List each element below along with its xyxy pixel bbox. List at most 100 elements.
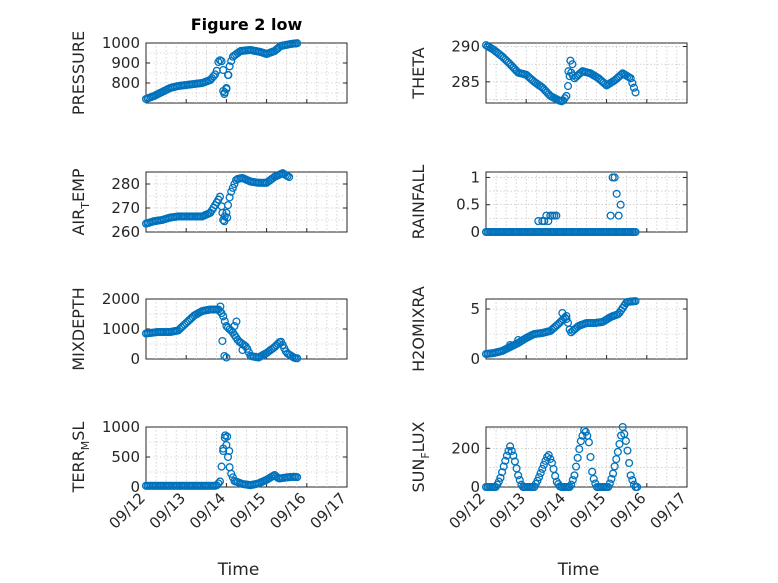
data-point xyxy=(293,473,302,482)
data-point xyxy=(586,452,595,462)
data-point xyxy=(542,211,551,220)
data-point xyxy=(228,183,237,192)
data-point xyxy=(498,468,507,477)
y-axis-label: H2OMIXRA xyxy=(409,286,428,372)
data-point xyxy=(514,471,523,480)
data-point xyxy=(501,456,510,465)
x-tick-label: 09/14 xyxy=(526,489,569,532)
data-point xyxy=(218,336,227,346)
y-tick-label: 0 xyxy=(470,350,480,368)
subplot-air_temp: 260 270 280 AIRTEMP xyxy=(69,168,348,241)
y-axis-label-subscript: M xyxy=(79,441,92,451)
data-point xyxy=(610,462,619,471)
data-point xyxy=(606,211,615,220)
data-point xyxy=(610,173,619,182)
x-tick-label: 09/12 xyxy=(106,489,149,532)
data-point xyxy=(222,84,231,94)
data-point xyxy=(225,446,234,456)
data-point xyxy=(576,437,585,446)
data-point xyxy=(614,211,623,220)
y-axis-label: PRESSURE xyxy=(69,31,88,115)
axes-box xyxy=(145,426,348,488)
data-point xyxy=(515,475,524,485)
data-point xyxy=(568,475,577,485)
data-point xyxy=(621,436,630,445)
data-point xyxy=(631,297,640,306)
x-tick-label: 09/16 xyxy=(266,489,309,532)
y-tick-label: 1 xyxy=(470,168,480,186)
data-series xyxy=(141,39,302,104)
x-tick-label: 09/14 xyxy=(186,489,229,532)
x-axis-label: Time xyxy=(217,560,260,580)
x-tick-label: 09/15 xyxy=(566,489,609,532)
data-series xyxy=(141,169,294,228)
y-tick-label: 800 xyxy=(111,74,140,92)
y-axis-label: RAINFALL xyxy=(409,165,428,240)
data-point xyxy=(219,312,228,321)
data-point xyxy=(535,473,544,482)
data-point xyxy=(222,353,231,362)
data-point xyxy=(570,471,579,480)
data-point xyxy=(499,462,508,471)
data-point xyxy=(293,39,302,48)
y-axis-label-main: SUN xyxy=(409,459,428,493)
data-point xyxy=(540,217,549,226)
data-point xyxy=(222,208,231,217)
y-axis-label-subscript: F xyxy=(419,452,432,458)
data-point xyxy=(215,477,225,486)
data-point xyxy=(633,482,642,492)
data-point xyxy=(496,473,505,482)
data-point xyxy=(223,201,233,210)
data-point xyxy=(589,474,598,483)
y-tick-label: 500 xyxy=(111,448,140,466)
axes-box xyxy=(485,298,688,360)
data-point xyxy=(628,475,637,485)
data-point xyxy=(625,458,634,468)
data-point xyxy=(223,213,232,222)
data-point xyxy=(507,446,516,456)
chart-title: Figure 2 low xyxy=(191,15,303,34)
data-point xyxy=(506,340,515,350)
data-point xyxy=(562,314,571,324)
x-tick-label: 09/15 xyxy=(226,489,269,532)
subplot-mixdepth: 0 1000 2000 MIXDEPTH xyxy=(69,287,348,371)
y-axis-label-main: AIR xyxy=(69,209,88,236)
y-tick-label: 5 xyxy=(470,300,480,318)
x-axis-label: Time xyxy=(557,560,600,580)
data-point xyxy=(628,78,637,88)
data-point xyxy=(232,317,241,326)
data-point xyxy=(607,474,616,483)
data-point xyxy=(626,471,635,480)
y-axis-label: MIXDEPTH xyxy=(69,287,88,370)
x-tick-label: 09/16 xyxy=(606,489,649,532)
y-tick-label: 285 xyxy=(451,73,480,91)
y-tick-label: 0 xyxy=(130,478,140,496)
data-point xyxy=(629,83,638,92)
x-tick-label: 09/13 xyxy=(486,489,529,532)
subplot-theta: 285 290 THETA xyxy=(409,38,688,106)
y-tick-label: 1000 xyxy=(102,34,140,52)
x-tick-label: 09/17 xyxy=(307,489,350,532)
data-point xyxy=(224,70,233,80)
y-tick-label: 0 xyxy=(130,350,140,368)
data-point xyxy=(223,432,232,441)
data-point xyxy=(615,439,624,449)
data-point xyxy=(220,317,229,326)
data-point xyxy=(571,462,581,471)
y-tick-label: 2000 xyxy=(102,290,140,308)
data-point xyxy=(506,442,515,451)
data-point xyxy=(554,227,563,237)
data-point xyxy=(605,479,614,488)
data-point xyxy=(536,469,545,478)
data-point xyxy=(581,427,590,436)
y-tick-label: 200 xyxy=(451,439,480,457)
data-point xyxy=(573,453,582,462)
data-point xyxy=(219,446,228,456)
data-point xyxy=(575,445,584,454)
data-point xyxy=(546,454,555,463)
data-point xyxy=(608,469,618,478)
data-point xyxy=(588,467,597,476)
data-point xyxy=(558,308,567,318)
